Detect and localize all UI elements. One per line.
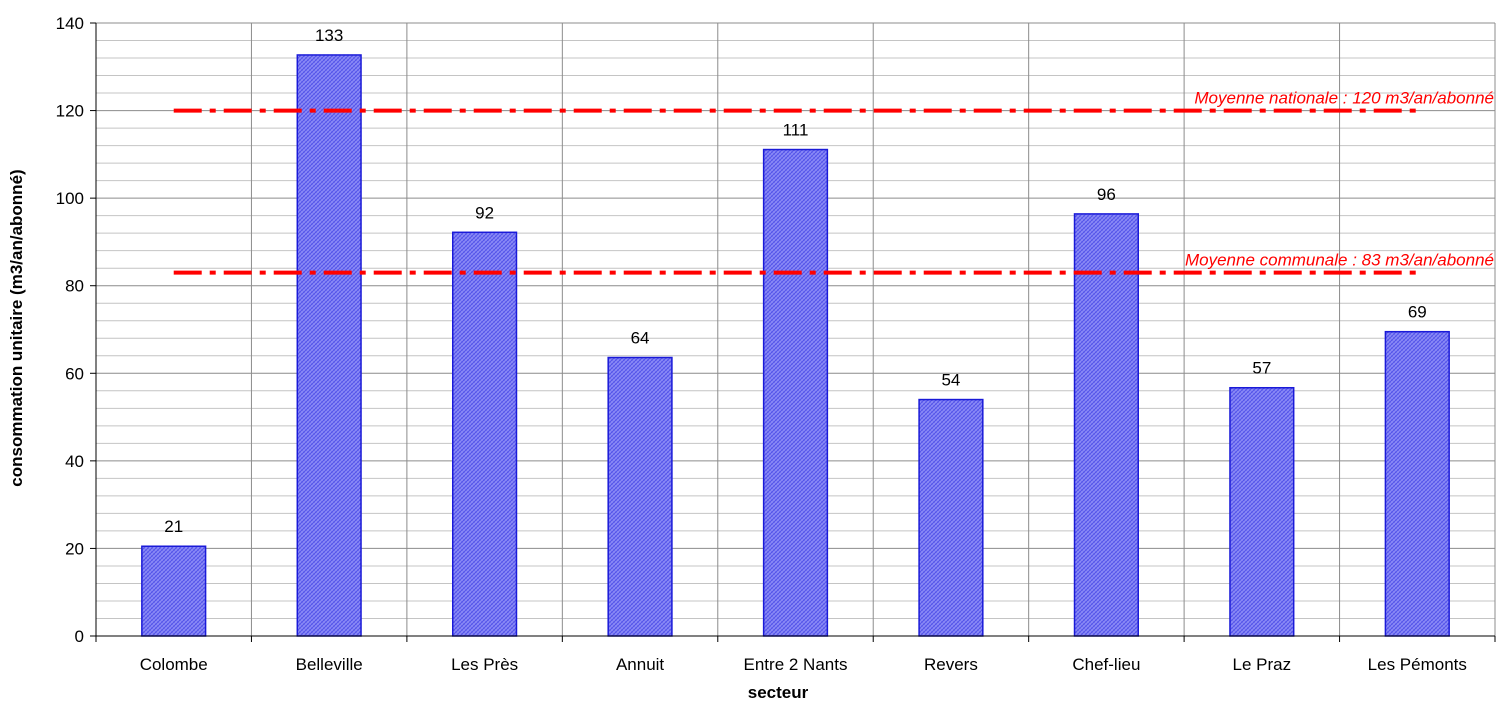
bar-value-label: 111 xyxy=(783,121,809,140)
bar xyxy=(762,148,829,637)
x-tick-label: Belleville xyxy=(296,655,363,674)
x-tick-label: Entre 2 Nants xyxy=(744,655,848,674)
bar xyxy=(141,545,207,637)
bars xyxy=(141,54,1450,637)
axes xyxy=(90,22,1496,642)
bar-value-label: 96 xyxy=(1097,185,1116,204)
y-tick-label: 100 xyxy=(56,189,84,208)
reference-line-label: Moyenne nationale : 120 m3/an/abonné xyxy=(1194,89,1494,108)
bar xyxy=(918,398,984,637)
x-axis-title: secteur xyxy=(748,683,809,702)
x-tick-label: Revers xyxy=(924,655,978,674)
reference-line-label: Moyenne communale : 83 m3/an/abonné xyxy=(1185,251,1494,270)
x-tick-label: Les Près xyxy=(451,655,518,674)
bar xyxy=(1229,386,1295,637)
chart-labels: 21 133 92 64 111 54 96 57 69 0 20 40 60 80 100 120 140 Co… xyxy=(56,14,1494,674)
y-tick-label: 140 xyxy=(56,14,84,33)
bar-value-label: 54 xyxy=(941,371,960,390)
bar-value-label: 21 xyxy=(164,517,183,536)
bar-value-label: 92 xyxy=(475,203,494,222)
x-tick-label: Le Praz xyxy=(1233,655,1292,674)
bar-value-label: 133 xyxy=(315,26,343,45)
bar-value-label: 57 xyxy=(1252,359,1271,378)
y-tick-label: 0 xyxy=(75,627,84,646)
y-tick-label: 20 xyxy=(65,539,84,558)
bar xyxy=(296,54,362,637)
y-tick-label: 60 xyxy=(65,364,84,383)
y-tick-label: 80 xyxy=(65,277,84,296)
bar xyxy=(451,231,518,637)
bar xyxy=(1073,213,1140,637)
x-tick-label: Annuit xyxy=(616,655,664,674)
bar xyxy=(607,356,673,637)
y-tick-label: 40 xyxy=(65,452,84,471)
bar xyxy=(1384,330,1450,637)
x-tick-label: Colombe xyxy=(140,655,208,674)
y-tick-label: 120 xyxy=(56,102,84,121)
bar-value-label: 69 xyxy=(1408,303,1427,322)
reference-lines xyxy=(173,108,1418,275)
x-tick-label: Chef-lieu xyxy=(1072,655,1140,674)
y-axis-title: consommation unitaire (m3/an/abonné) xyxy=(7,169,26,486)
bar-value-label: 64 xyxy=(631,329,650,348)
x-tick-label: Les Pémonts xyxy=(1368,655,1467,674)
